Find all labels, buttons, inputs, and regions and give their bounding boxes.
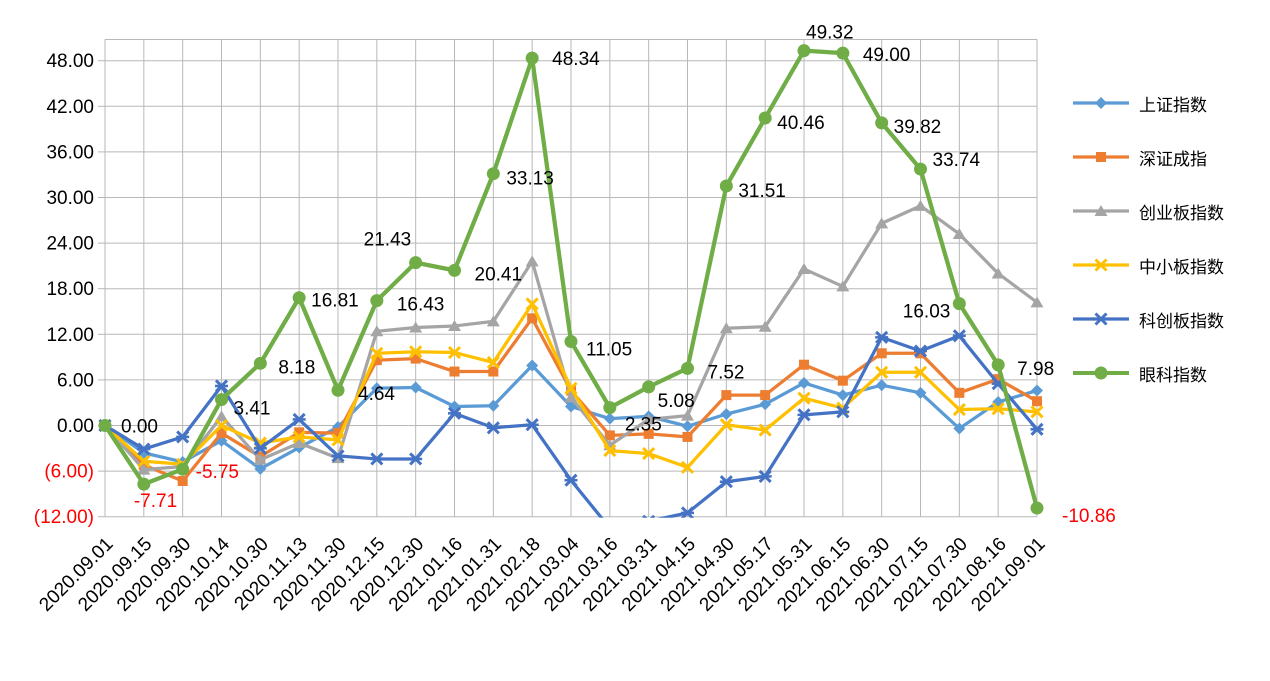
svg-text:7.52: 7.52 bbox=[708, 362, 745, 383]
legend-label: 中小板指数 bbox=[1139, 257, 1224, 277]
svg-text:(6.00): (6.00) bbox=[44, 462, 94, 483]
legend-label: 深证成指 bbox=[1139, 149, 1207, 169]
legend-item-shangzheng[interactable]: 上证指数 bbox=[1072, 76, 1268, 130]
svg-text:18.00: 18.00 bbox=[46, 279, 94, 300]
line-triangle-marker-icon bbox=[1072, 203, 1130, 219]
svg-text:21.43: 21.43 bbox=[364, 230, 412, 251]
svg-text:49.00: 49.00 bbox=[863, 45, 911, 66]
svg-text:16.03: 16.03 bbox=[903, 302, 951, 323]
svg-text:48.00: 48.00 bbox=[46, 51, 94, 72]
legend-label: 眼科指数 bbox=[1139, 365, 1207, 385]
line-x-marker-icon bbox=[1072, 257, 1130, 273]
series-科创板指数[interactable] bbox=[98, 329, 1044, 533]
svg-text:12.00: 12.00 bbox=[46, 325, 94, 346]
svg-text:2.35: 2.35 bbox=[625, 415, 662, 436]
legend-item-chuangyeban[interactable]: 创业板指数 bbox=[1072, 184, 1268, 238]
line-diamond-marker-icon bbox=[1072, 95, 1130, 111]
svg-text:4.64: 4.64 bbox=[358, 384, 395, 405]
svg-text:6.00: 6.00 bbox=[57, 370, 94, 391]
svg-text:24.00: 24.00 bbox=[46, 234, 94, 255]
svg-text:20.41: 20.41 bbox=[475, 264, 523, 285]
svg-text:0.00: 0.00 bbox=[121, 417, 158, 438]
series-中小板指数[interactable] bbox=[98, 297, 1044, 474]
svg-text:7.98: 7.98 bbox=[1017, 359, 1054, 380]
svg-text:8.18: 8.18 bbox=[278, 357, 315, 378]
svg-text:0.00: 0.00 bbox=[57, 416, 94, 437]
legend-item-yanke[interactable]: 眼科指数 bbox=[1072, 346, 1268, 400]
svg-text:33.74: 33.74 bbox=[933, 150, 981, 171]
chart-legend: 上证指数 深证成指 创业板指数 中小板指数 科创板指数 眼科指数 bbox=[1072, 76, 1268, 400]
svg-text:39.82: 39.82 bbox=[894, 117, 942, 138]
svg-text:49.32: 49.32 bbox=[806, 23, 854, 44]
svg-text:42.00: 42.00 bbox=[46, 97, 94, 118]
line-asterisk-marker-icon bbox=[1072, 311, 1130, 327]
svg-text:30.00: 30.00 bbox=[46, 188, 94, 209]
legend-item-shenzheng[interactable]: 深证成指 bbox=[1072, 130, 1268, 184]
legend-item-zhongxiaoban[interactable]: 中小板指数 bbox=[1072, 238, 1268, 292]
svg-text:-7.71: -7.71 bbox=[134, 491, 177, 512]
series-眼科指数[interactable] bbox=[98, 44, 1044, 515]
svg-text:-10.86: -10.86 bbox=[1062, 506, 1116, 527]
svg-text:5.08: 5.08 bbox=[658, 391, 695, 412]
svg-text:16.81: 16.81 bbox=[311, 291, 359, 312]
x-axis[interactable]: 2020.09.012020.09.152020.09.302020.10.14… bbox=[35, 533, 1049, 615]
legend-item-kechuangban[interactable]: 科创板指数 bbox=[1072, 292, 1268, 346]
data-labels[interactable]: 0.00 -7.71 -5.75 3.41 8.18 16.81 4.64 16.43 21.4… bbox=[121, 23, 1116, 527]
svg-text:36.00: 36.00 bbox=[46, 142, 94, 163]
svg-text:31.51: 31.51 bbox=[738, 181, 786, 202]
legend-label: 上证指数 bbox=[1139, 95, 1207, 115]
svg-text:33.13: 33.13 bbox=[506, 169, 554, 190]
legend-label: 科创板指数 bbox=[1139, 311, 1224, 331]
svg-text:-5.75: -5.75 bbox=[196, 462, 239, 483]
svg-text:11.05: 11.05 bbox=[586, 340, 632, 361]
svg-text:40.46: 40.46 bbox=[777, 113, 825, 134]
svg-text:3.41: 3.41 bbox=[234, 399, 271, 420]
legend-label: 创业板指数 bbox=[1139, 203, 1224, 223]
svg-text:16.43: 16.43 bbox=[397, 295, 445, 316]
line-square-marker-icon bbox=[1072, 149, 1130, 165]
svg-text:48.34: 48.34 bbox=[552, 49, 600, 70]
y-axis[interactable]: 48.00 42.00 36.00 30.00 24.00 18.00 12.00 6.00 0… bbox=[34, 51, 94, 528]
line-circle-marker-icon bbox=[1072, 365, 1130, 381]
svg-text:(12.00): (12.00) bbox=[34, 507, 94, 528]
